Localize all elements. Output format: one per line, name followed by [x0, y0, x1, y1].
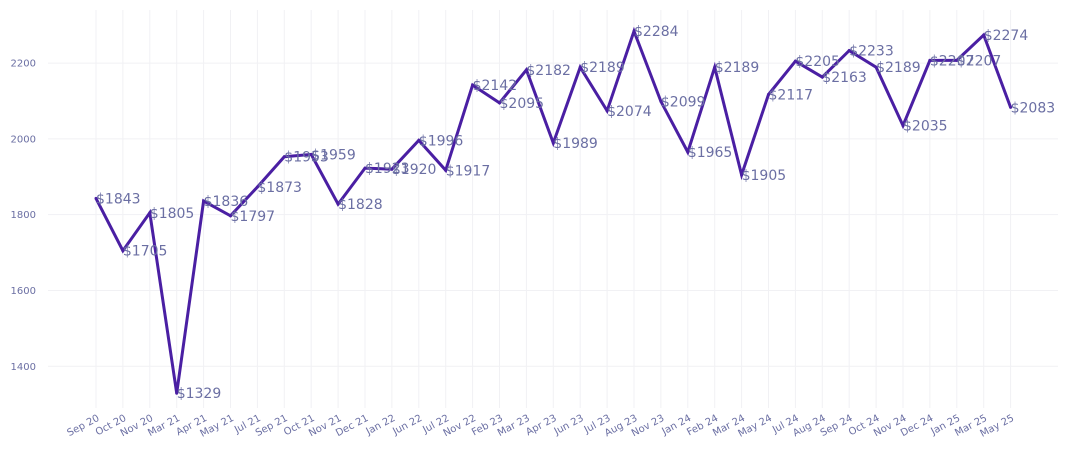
grid-group — [48, 10, 1058, 408]
data-label: $2035 — [903, 119, 948, 135]
x-tick-label: Jun 23 — [552, 413, 586, 438]
data-point — [740, 173, 744, 177]
data-point — [1009, 105, 1013, 109]
data-point — [982, 33, 986, 37]
data-labels: $1843 $1705 $1805 $1329 $1836$1797 $1873 $1953… — [96, 24, 1055, 402]
data-label: $2117 — [769, 88, 814, 104]
data-point — [713, 65, 717, 69]
data-point — [121, 249, 125, 253]
data-point — [309, 152, 313, 156]
data-point — [820, 75, 824, 79]
data-label: $2284 — [634, 24, 679, 40]
data-point — [255, 185, 259, 189]
data-label: $1917 — [446, 163, 491, 179]
x-tick-label: Sep 20 — [66, 413, 102, 439]
data-label: $1805 — [150, 206, 195, 222]
data-point — [874, 65, 878, 69]
data-points — [94, 29, 1013, 395]
data-label: $2163 — [822, 70, 867, 86]
data-label: $1873 — [257, 180, 302, 196]
data-label: $2233 — [849, 44, 894, 60]
data-label: $2189 — [876, 60, 921, 76]
data-point — [390, 167, 394, 171]
data-point — [524, 68, 528, 72]
data-point — [632, 29, 636, 33]
data-label: $2074 — [607, 104, 652, 120]
data-point — [955, 58, 959, 62]
y-tick-label: 1600 — [11, 286, 36, 297]
data-label: $2189 — [580, 60, 625, 76]
data-label: $1965 — [688, 145, 733, 161]
x-tick-label: Jun 22 — [390, 413, 424, 438]
data-point — [471, 83, 475, 87]
data-label: $1920 — [392, 162, 437, 178]
x-tick-label: Apr 23 — [524, 413, 558, 438]
data-point — [605, 109, 609, 113]
data-point — [363, 166, 367, 170]
x-tick-label: Jan 22 — [364, 413, 398, 438]
data-point — [578, 65, 582, 69]
data-point — [417, 138, 421, 142]
data-point — [94, 196, 98, 200]
data-label: $1797 — [231, 209, 276, 225]
data-label: $2182 — [526, 63, 571, 79]
data-label: $2207 — [930, 53, 975, 69]
data-label: $2207 — [957, 53, 1002, 69]
y-tick-label: 2200 — [11, 59, 36, 70]
data-label: $2189 — [715, 60, 760, 76]
data-point — [202, 199, 206, 203]
data-point — [659, 99, 663, 103]
y-tick-label: 1400 — [11, 362, 36, 373]
data-point — [793, 59, 797, 63]
y-tick-label: 2000 — [11, 134, 36, 145]
data-point — [551, 141, 555, 145]
data-label: $1989 — [553, 136, 598, 152]
data-label: $1705 — [123, 244, 168, 260]
y-axis: 1400 1600 1800 2000 2200 — [11, 59, 36, 373]
data-label: $2095 — [500, 96, 545, 112]
y-tick-label: 1800 — [11, 210, 36, 221]
data-point — [498, 101, 501, 105]
data-label: $1828 — [338, 197, 383, 213]
data-label: $1959 — [311, 147, 356, 163]
data-label: $1329 — [177, 386, 222, 402]
data-label: $2099 — [661, 94, 706, 110]
data-point — [444, 168, 448, 172]
data-point — [148, 211, 152, 215]
data-point — [175, 391, 179, 395]
data-point — [847, 49, 851, 53]
data-point — [282, 155, 286, 159]
data-point — [229, 214, 232, 218]
data-label: $1905 — [742, 168, 787, 184]
data-label: $2142 — [473, 78, 518, 94]
data-point — [901, 124, 905, 128]
data-label: $1923 — [365, 161, 410, 177]
data-point — [767, 93, 770, 97]
data-label: $2083 — [1011, 100, 1056, 116]
data-label: $1996 — [419, 133, 464, 149]
data-point — [336, 202, 340, 206]
data-point — [928, 58, 932, 62]
data-label: $2205 — [795, 54, 840, 70]
data-point — [686, 150, 690, 154]
data-label: $1843 — [96, 191, 141, 207]
data-label: $1953 — [284, 150, 329, 166]
data-label: $2274 — [984, 28, 1029, 44]
data-label: $1836 — [204, 194, 249, 210]
